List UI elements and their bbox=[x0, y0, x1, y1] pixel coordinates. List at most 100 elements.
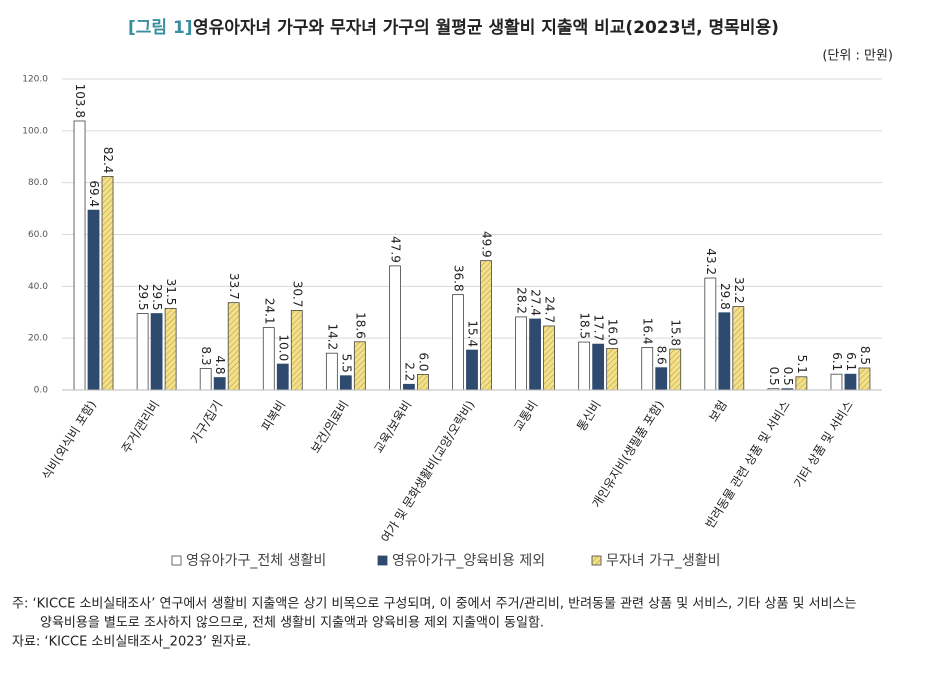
legend-swatch bbox=[591, 555, 602, 566]
unit-label: (단위 : 만원) bbox=[822, 49, 893, 64]
value-label: 36.8 bbox=[452, 265, 466, 292]
bar bbox=[213, 377, 226, 391]
bar bbox=[655, 367, 668, 391]
value-label: 8.6 bbox=[655, 346, 669, 365]
bar bbox=[199, 368, 212, 391]
bar bbox=[641, 347, 654, 391]
y-tick-label: 60.0 bbox=[28, 230, 48, 240]
x-tick-label: 보건/의료비 bbox=[308, 398, 351, 456]
value-label: 24.1 bbox=[262, 298, 276, 325]
value-label: 32.2 bbox=[732, 277, 746, 304]
value-label: 10.0 bbox=[276, 334, 290, 361]
value-label: 30.7 bbox=[290, 281, 304, 308]
bar bbox=[339, 375, 352, 391]
legend-swatch bbox=[377, 555, 388, 566]
value-label: 8.5 bbox=[858, 346, 872, 365]
value-label: 29.8 bbox=[718, 283, 732, 310]
legend-label: 영유아가구_전체 생활비 bbox=[186, 553, 326, 569]
bar bbox=[578, 341, 591, 391]
value-label: 47.9 bbox=[388, 236, 402, 263]
value-label: 16.4 bbox=[641, 318, 655, 345]
y-tick-label: 80.0 bbox=[28, 178, 48, 188]
note-line: 주: ‘KICCE 소비실태조사’ 연구에서 생활비 지출액은 상기 비목으로 … bbox=[12, 597, 857, 612]
bar bbox=[227, 302, 240, 391]
bar bbox=[389, 265, 401, 391]
y-tick-label: 100.0 bbox=[22, 126, 48, 136]
bar bbox=[480, 260, 492, 391]
value-label: 8.3 bbox=[199, 346, 213, 365]
value-label: 14.2 bbox=[325, 323, 339, 350]
bar bbox=[718, 312, 731, 391]
value-label: 0.5 bbox=[767, 367, 781, 386]
x-tick-label: 기타 상품 및 서비스 bbox=[791, 398, 856, 490]
legend: 영유아가구_전체 생활비 영유아가구_양육비용 제외 무자녀 가구_생활비 bbox=[171, 553, 721, 569]
bar bbox=[704, 277, 717, 391]
bar bbox=[515, 316, 527, 391]
plot: 0.0 20.0 40.0 60.0 80.0 100.0 120.0 식비(외식비 포함) 1… bbox=[22, 75, 882, 545]
value-label: 5.5 bbox=[339, 354, 353, 373]
x-tick-label: 교통비 bbox=[511, 398, 540, 434]
bar bbox=[290, 310, 303, 391]
bar bbox=[844, 373, 857, 391]
bar bbox=[353, 341, 366, 391]
legend-swatch bbox=[171, 555, 182, 566]
x-tick-label: 보험 bbox=[706, 398, 730, 424]
y-tick-label: 40.0 bbox=[28, 282, 48, 292]
bar bbox=[87, 209, 100, 391]
bar bbox=[136, 313, 149, 391]
source: 자료: ‘KICCE 소비실태조사_2023’ 원자료. bbox=[12, 635, 251, 650]
value-label: 69.4 bbox=[87, 180, 101, 207]
bar bbox=[669, 348, 682, 391]
bar bbox=[73, 120, 86, 391]
y-tick-label: 20.0 bbox=[28, 334, 48, 344]
value-label: 16.0 bbox=[606, 319, 620, 346]
value-label: 4.8 bbox=[213, 355, 227, 374]
bar bbox=[858, 367, 871, 391]
value-label: 18.6 bbox=[353, 312, 367, 339]
value-label: 0.5 bbox=[781, 367, 795, 386]
value-label: 15.8 bbox=[669, 319, 683, 346]
legend-label: 영유아가구_양육비용 제외 bbox=[392, 553, 545, 569]
value-label: 29.5 bbox=[136, 284, 150, 311]
bar bbox=[101, 176, 114, 391]
value-label: 5.1 bbox=[795, 355, 809, 374]
y-tick-label: 120.0 bbox=[22, 75, 48, 85]
bar bbox=[795, 376, 808, 391]
x-tick-label: 교육/보육비 bbox=[371, 398, 414, 456]
bar bbox=[606, 348, 619, 391]
x-tick-label: 가구/집기 bbox=[188, 398, 225, 446]
bar bbox=[543, 325, 555, 391]
value-label: 27.4 bbox=[529, 289, 543, 316]
bar bbox=[452, 294, 464, 391]
bar bbox=[529, 318, 541, 391]
value-label: 6.1 bbox=[844, 352, 858, 371]
value-label: 31.5 bbox=[164, 279, 178, 306]
bar bbox=[417, 374, 429, 391]
figure-label: [그림 1] bbox=[128, 18, 193, 38]
bar bbox=[164, 307, 177, 391]
chart-title: 영유아자녀 가구와 무자녀 가구의 월평균 생활비 지출액 비교(2023년, … bbox=[193, 17, 779, 38]
bar bbox=[325, 352, 338, 391]
x-tick-label: 통신비 bbox=[574, 398, 603, 434]
value-label: 2.2 bbox=[402, 362, 416, 381]
value-label: 6.0 bbox=[416, 352, 430, 371]
bar bbox=[276, 363, 289, 391]
value-label: 17.7 bbox=[592, 314, 606, 341]
value-label: 82.4 bbox=[101, 147, 115, 174]
value-label: 28.2 bbox=[515, 287, 529, 314]
bar bbox=[732, 306, 745, 391]
value-label: 49.9 bbox=[480, 231, 494, 258]
bar bbox=[830, 373, 843, 391]
value-label: 15.4 bbox=[466, 320, 480, 347]
bar bbox=[262, 327, 275, 391]
value-label: 6.1 bbox=[830, 352, 844, 371]
value-label: 33.7 bbox=[227, 273, 241, 300]
value-label: 24.7 bbox=[543, 296, 557, 323]
note-line: 양육비용을 별도로 조사하지 않으므로, 전체 생활비 지출액과 양육비용 제외… bbox=[40, 616, 544, 631]
bar bbox=[466, 349, 478, 391]
x-tick-label: 개인유지비(생필품 포함) bbox=[589, 398, 666, 510]
value-label: 18.5 bbox=[578, 312, 592, 339]
x-tick-label: 식비(외식비 포함) bbox=[39, 398, 99, 482]
y-tick-label: 0.0 bbox=[34, 386, 49, 396]
